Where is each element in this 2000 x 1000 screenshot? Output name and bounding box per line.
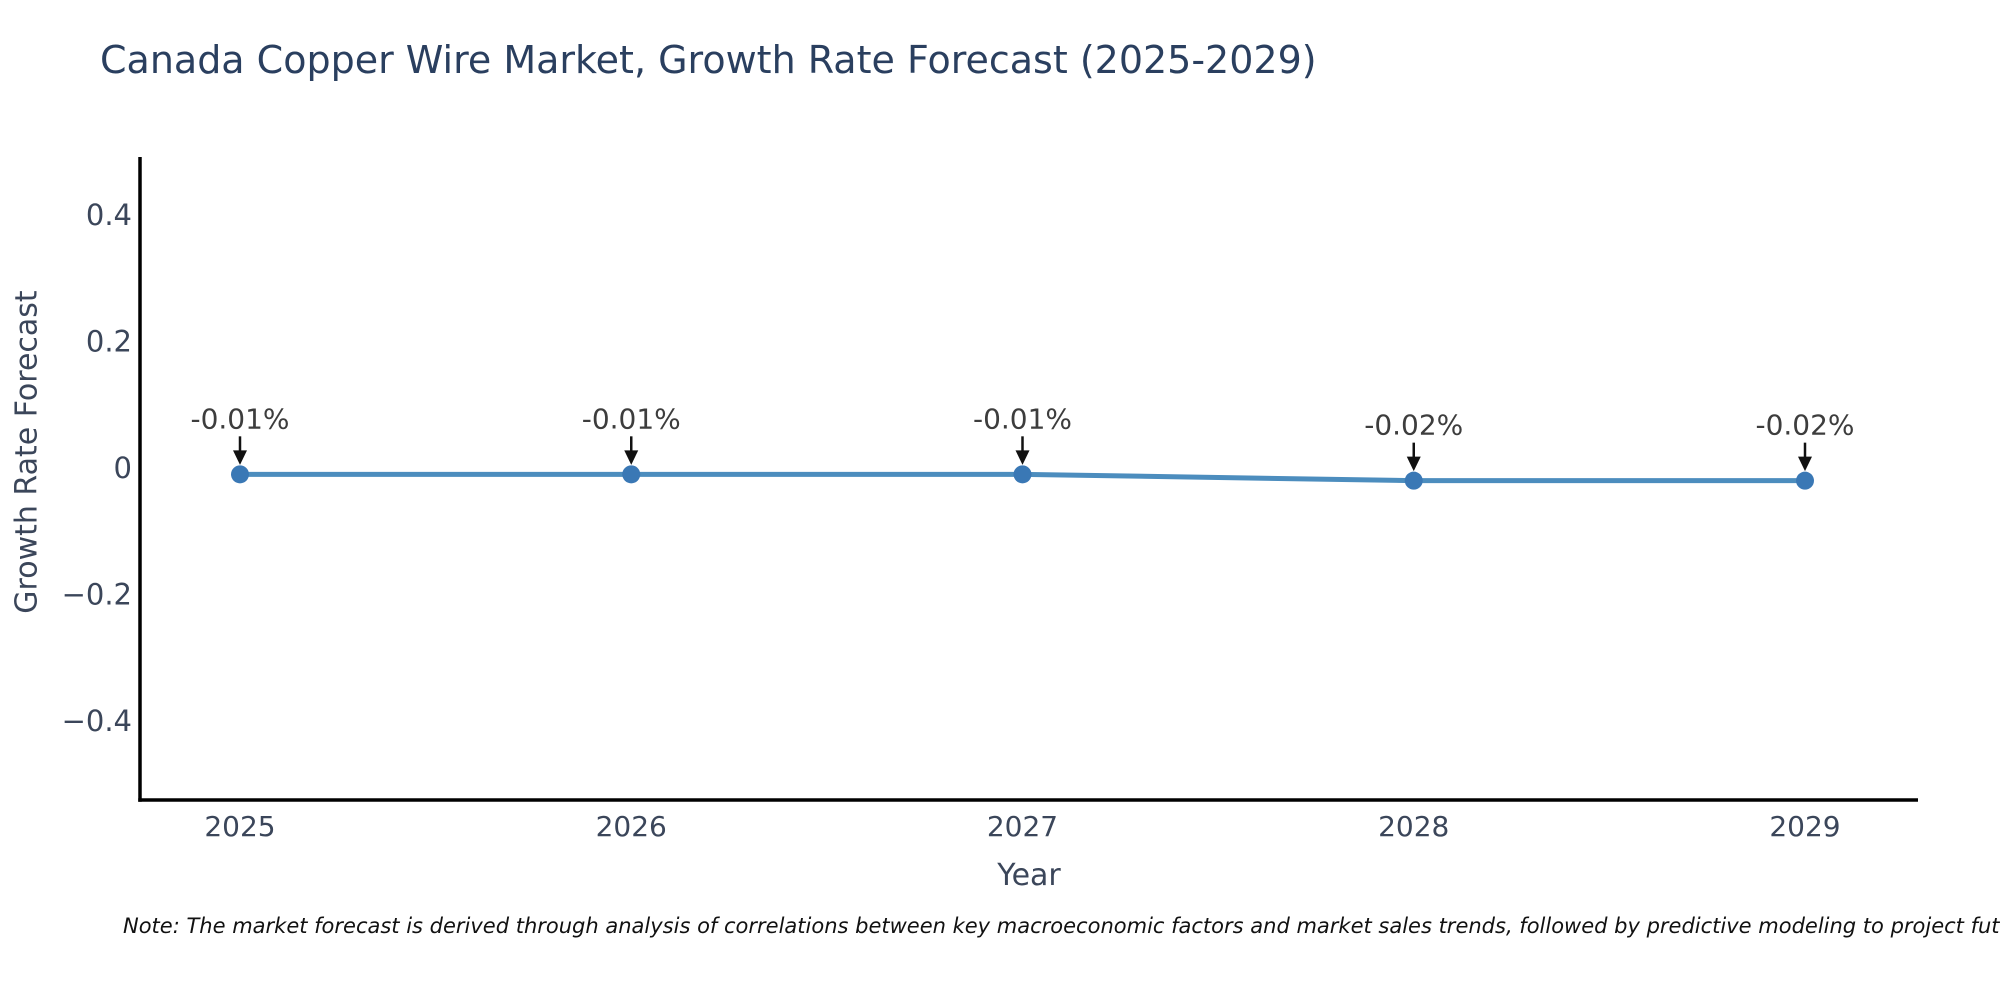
y-tick-label: 0 bbox=[114, 451, 132, 485]
data-point-marker bbox=[622, 465, 641, 484]
x-axis-title: Year bbox=[997, 858, 1061, 893]
annotation-arrowhead bbox=[624, 450, 639, 465]
annotation-label: -0.02% bbox=[1755, 409, 1854, 442]
data-point-marker bbox=[1404, 471, 1423, 490]
annotation-arrowhead bbox=[1015, 450, 1030, 465]
data-point-marker bbox=[1013, 465, 1032, 484]
data-point-marker bbox=[1796, 471, 1814, 490]
annotation-arrowhead bbox=[1798, 456, 1812, 472]
x-tick-label: 2025 bbox=[204, 810, 275, 843]
y-tick-label: 0.2 bbox=[86, 325, 132, 359]
x-tick-label: 2026 bbox=[596, 810, 667, 843]
annotation-label: -0.02% bbox=[1364, 409, 1463, 442]
x-tick-label: 2029 bbox=[1769, 810, 1840, 843]
x-tick-label: 2027 bbox=[987, 810, 1058, 843]
chart-title: Canada Copper Wire Market, Growth Rate F… bbox=[100, 38, 1317, 82]
x-tick-label: 2028 bbox=[1378, 810, 1449, 843]
y-tick-label: −0.4 bbox=[62, 704, 132, 738]
annotation-arrowhead bbox=[233, 450, 247, 465]
y-tick-label: 0.4 bbox=[86, 198, 132, 232]
annotation-label: -0.01% bbox=[190, 402, 289, 435]
y-tick-label: −0.2 bbox=[62, 578, 132, 612]
annotation-arrowhead bbox=[1406, 456, 1421, 472]
data-point-marker bbox=[231, 465, 249, 484]
annotation-label: -0.01% bbox=[582, 402, 681, 435]
footnote: Note: The market forecast is derived thr… bbox=[123, 914, 2000, 938]
annotation-label: -0.01% bbox=[973, 402, 1072, 435]
